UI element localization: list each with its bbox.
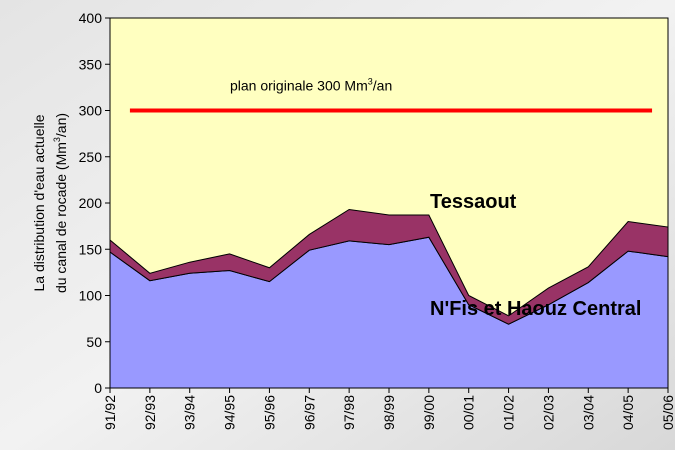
plan-label-part: 3 [368,77,373,87]
x-tick-label: 93/94 [182,395,198,430]
x-tick-label: 97/98 [341,395,357,430]
y-tick-label: 250 [79,149,103,165]
x-tick-label: 00/01 [461,395,477,430]
x-tick-label: 91/92 [102,395,118,430]
x-tick-label: 94/95 [222,395,238,430]
series-label: Tessaout [430,191,517,213]
x-tick-label: 95/96 [261,395,277,430]
x-tick-label: 92/93 [142,395,158,430]
series-label: N'Fis et Haouz Central [430,298,641,320]
y-tick-label: 50 [86,334,102,350]
y-tick-label: 200 [79,195,103,211]
x-tick-label: 04/05 [620,395,636,430]
y-tick-label: 100 [79,288,103,304]
x-tick-label: 98/99 [381,395,397,430]
plan-label-part: /an [373,78,392,94]
y-tick-label: 400 [79,10,103,26]
y-tick-label: 0 [94,380,102,396]
x-tick-label: 96/97 [301,395,317,430]
plan-label: plan originale 300 Mm3/an [230,77,392,94]
plan-label-part: plan originale 300 Mm [230,78,368,94]
x-tick-label: 03/04 [580,395,596,430]
x-tick-label: 99/00 [421,395,437,430]
y-axis-label: du canal de rocade (Mm3/an) [52,113,69,293]
y-tick-label: 350 [79,56,103,72]
x-tick-label: 01/02 [501,395,517,430]
y-tick-label: 300 [79,103,103,119]
x-tick-label: 02/03 [540,395,556,430]
x-tick-label: 05/06 [660,395,675,430]
y-tick-label: 150 [79,241,103,257]
y-axis-label: La distribution d'eau actuelle [31,114,47,291]
